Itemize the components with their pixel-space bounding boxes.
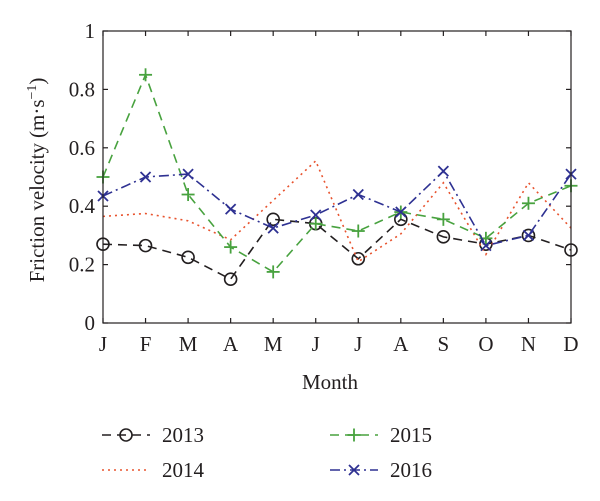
y-tick-label: 1	[85, 19, 96, 43]
y-tick-label: 0.8	[69, 77, 95, 101]
legend-label-2016: 2016	[390, 458, 432, 482]
legend-label-2013: 2013	[162, 423, 204, 447]
x-tick-label: A	[393, 332, 409, 356]
data-point-2015-3	[224, 240, 238, 254]
legend-item-2016: 2016	[330, 458, 432, 482]
data-point-2016-4	[267, 222, 279, 234]
x-tick-label: J	[99, 332, 107, 356]
x-tick-label: F	[140, 332, 152, 356]
data-point-2013-6	[351, 251, 366, 266]
data-point-2016-3	[224, 203, 237, 215]
y-tick-label: 0.4	[69, 194, 96, 218]
axes: 0 0.2 0.4 0.6 0.8 1 J F M A M J J A S O N D	[69, 19, 579, 356]
x-axis-title: Month	[302, 370, 359, 394]
y-axis-title-unit: (m·s	[25, 100, 49, 139]
x-tick-label: N	[521, 332, 536, 356]
data-point-2016-6	[352, 188, 364, 201]
data-point-2016-7	[395, 206, 407, 218]
legend: 2013 2014 2015 2016	[102, 423, 432, 482]
x-tick-label: J	[312, 332, 320, 356]
series-2014	[102, 159, 572, 263]
y-axis-title-close: )	[25, 78, 49, 85]
data-point-2016-2	[182, 168, 194, 180]
data-point-2016-5	[310, 209, 322, 221]
x-tick-label: D	[563, 332, 578, 356]
y-tick-label: 0.2	[69, 253, 95, 277]
y-axis-title-exp: −1	[25, 85, 40, 100]
x-tick-label: S	[438, 332, 450, 356]
y-axis-title-main: Friction velocity	[25, 143, 49, 283]
data-point-2013-10	[521, 228, 536, 243]
y-tick-label: 0	[85, 311, 96, 335]
data-point-2013-1	[138, 238, 153, 253]
data-point-2016-10	[522, 229, 535, 242]
legend-item-2015: 2015	[330, 423, 432, 447]
x-tick-label: M	[179, 332, 198, 356]
data-point-2016-8	[437, 165, 450, 177]
data-point-2016-1	[139, 171, 152, 183]
legend-label-2014: 2014	[162, 458, 205, 482]
x-tick-label: J	[354, 332, 362, 356]
legend-item-2014: 2014	[102, 458, 205, 482]
data-point-2013-8	[436, 230, 451, 244]
series-line-2014	[102, 159, 572, 263]
x-tick-label: O	[478, 332, 493, 356]
y-tick-label: 0.6	[69, 136, 95, 160]
series-line-2013	[102, 218, 572, 281]
data-point-2015-6	[351, 224, 365, 238]
data-point-2015-10	[521, 196, 535, 210]
series-2016	[97, 165, 577, 252]
y-axis-title: Friction velocity (m·s−1)	[25, 78, 49, 283]
data-point-2016-9	[480, 239, 492, 252]
data-point-2013-2	[181, 250, 195, 265]
series-2015	[96, 68, 578, 279]
data-point-2015-4	[266, 265, 280, 279]
data-point-2015-1	[139, 68, 153, 82]
series-2013	[96, 212, 578, 287]
data-point-2013-3	[223, 272, 238, 287]
data-point-2013-4	[266, 212, 280, 227]
series-line-2016	[102, 169, 572, 247]
legend-marker-2015	[347, 428, 361, 442]
legend-label-2015: 2015	[390, 423, 432, 447]
data-point-2015-2	[181, 188, 195, 202]
data-point-2015-5	[309, 217, 323, 231]
x-tick-label: A	[223, 332, 239, 356]
legend-marker-2013	[119, 428, 133, 442]
legend-item-2013: 2013	[102, 423, 204, 447]
data-point-2015-8	[436, 212, 450, 226]
legend-marker-2016	[348, 464, 360, 476]
plot-area	[96, 68, 578, 287]
plot-frame	[102, 30, 572, 324]
x-tick-label: M	[264, 332, 283, 356]
